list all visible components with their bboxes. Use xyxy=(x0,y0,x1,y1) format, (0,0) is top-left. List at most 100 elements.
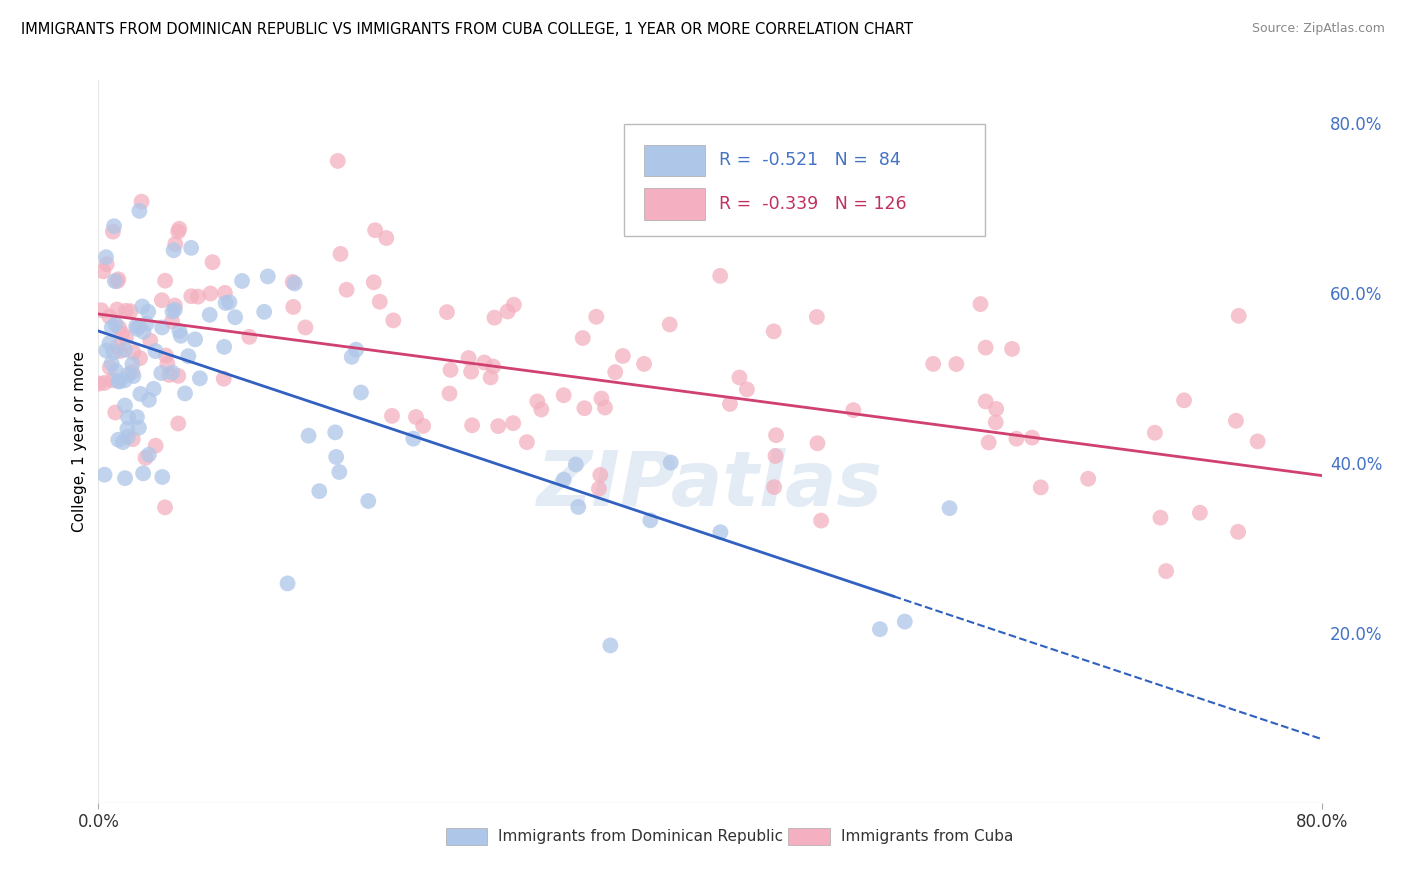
Point xyxy=(658,318,681,332)
Point xyxy=(150,293,173,308)
Point xyxy=(526,394,548,409)
Point xyxy=(117,422,139,436)
Point xyxy=(591,392,613,406)
Point xyxy=(402,432,425,446)
Point xyxy=(115,303,138,318)
Point xyxy=(326,153,349,168)
Point xyxy=(104,364,127,378)
Point xyxy=(735,383,758,397)
Point xyxy=(728,370,751,384)
Point xyxy=(344,343,367,357)
Point xyxy=(336,283,359,297)
Point xyxy=(893,615,915,629)
Point xyxy=(134,450,156,465)
Point xyxy=(633,357,655,371)
Point xyxy=(91,264,114,278)
Point xyxy=(709,268,731,283)
Point xyxy=(114,399,136,413)
Point xyxy=(139,334,162,348)
Point xyxy=(103,345,125,359)
Point xyxy=(125,319,148,334)
Point xyxy=(283,300,305,314)
Point xyxy=(381,409,404,423)
Point xyxy=(977,435,1000,450)
Point xyxy=(565,458,588,472)
Point xyxy=(129,351,152,366)
Point xyxy=(101,225,124,239)
FancyBboxPatch shape xyxy=(624,124,986,235)
Point xyxy=(363,275,385,289)
Point xyxy=(93,376,115,390)
Point xyxy=(869,622,891,636)
Point xyxy=(479,370,502,384)
Point xyxy=(121,365,143,379)
Point xyxy=(382,313,405,327)
Text: Immigrants from Dominican Republic: Immigrants from Dominican Republic xyxy=(498,830,783,844)
Point xyxy=(1149,510,1171,524)
Point xyxy=(115,331,138,345)
Point xyxy=(806,436,828,450)
Text: R =  -0.521   N =  84: R = -0.521 N = 84 xyxy=(718,152,900,169)
Point xyxy=(484,310,506,325)
Point xyxy=(1227,309,1250,323)
Point xyxy=(460,365,482,379)
Point xyxy=(120,304,142,318)
Point xyxy=(256,269,278,284)
Point xyxy=(96,257,118,271)
Point xyxy=(184,332,207,346)
Point xyxy=(974,341,997,355)
Point xyxy=(482,359,505,374)
Point xyxy=(117,430,139,444)
Point xyxy=(516,435,538,450)
Point xyxy=(472,355,495,369)
Point xyxy=(945,357,967,371)
Point xyxy=(150,470,173,484)
Point xyxy=(157,368,180,382)
Point xyxy=(100,320,122,334)
Text: IMMIGRANTS FROM DOMINICAN REPUBLIC VS IMMIGRANTS FROM CUBA COLLEGE, 1 YEAR OR MO: IMMIGRANTS FROM DOMINICAN REPUBLIC VS IM… xyxy=(21,22,912,37)
Point xyxy=(1029,480,1052,494)
Point xyxy=(763,480,786,494)
Y-axis label: College, 1 year or more: College, 1 year or more xyxy=(72,351,87,532)
Point xyxy=(436,305,458,319)
Point xyxy=(198,308,221,322)
Point xyxy=(180,241,202,255)
Point xyxy=(762,324,785,338)
Point xyxy=(93,467,115,482)
Point xyxy=(984,415,1007,429)
Point xyxy=(284,277,307,291)
Point xyxy=(659,456,682,470)
Point xyxy=(589,467,612,482)
Point xyxy=(114,373,136,387)
Point xyxy=(167,417,190,431)
Point xyxy=(571,331,593,345)
FancyBboxPatch shape xyxy=(644,145,706,177)
Point xyxy=(114,471,136,485)
Point xyxy=(212,372,235,386)
Point xyxy=(135,317,157,331)
Point xyxy=(765,428,787,442)
Point xyxy=(486,419,509,434)
Point xyxy=(214,296,236,310)
Point xyxy=(131,300,153,314)
Point xyxy=(1225,414,1247,428)
Point xyxy=(974,394,997,409)
Point xyxy=(155,349,177,363)
Point xyxy=(588,482,610,496)
Point xyxy=(1005,432,1028,446)
Point xyxy=(177,349,200,363)
Point xyxy=(297,429,319,443)
Point xyxy=(167,368,190,383)
Point xyxy=(253,305,276,319)
Point xyxy=(281,275,304,289)
Point xyxy=(167,225,190,239)
Point xyxy=(599,639,621,653)
Text: Immigrants from Cuba: Immigrants from Cuba xyxy=(841,830,1014,844)
Point xyxy=(405,410,427,425)
Point xyxy=(138,448,160,462)
Point xyxy=(98,310,121,324)
Point xyxy=(87,376,110,391)
Point xyxy=(364,223,387,237)
Point xyxy=(96,343,118,358)
Point xyxy=(90,303,112,318)
